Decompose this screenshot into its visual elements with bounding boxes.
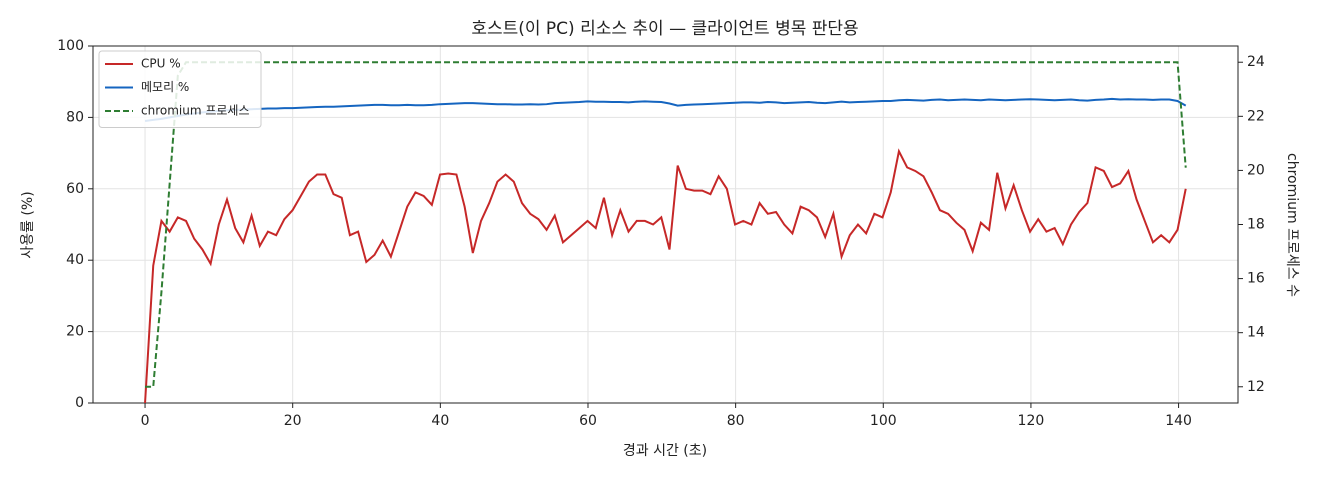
y2-tick-label: 24 <box>1247 54 1265 70</box>
legend-label: 메모리 % <box>141 80 189 94</box>
x-axis-label: 경과 시간 (초) <box>623 443 707 459</box>
y2-axis-label: chromium 프로세스 수 <box>1284 153 1300 297</box>
y-tick-label: 40 <box>66 252 84 268</box>
y-axis-label: 사용률 (%) <box>20 191 36 258</box>
y2-tick-label: 14 <box>1247 325 1265 341</box>
y2-tick-label: 18 <box>1247 217 1265 233</box>
legend-label: CPU % <box>141 57 181 71</box>
x-tick-label: 20 <box>284 413 302 429</box>
x-tick-label: 80 <box>727 413 745 429</box>
x-tick-label: 60 <box>579 413 597 429</box>
x-tick-label: 0 <box>141 413 150 429</box>
y-tick-label: 60 <box>66 181 84 197</box>
y2-tick-label: 16 <box>1247 271 1265 287</box>
y2-tick-label: 22 <box>1247 108 1265 124</box>
y2-tick-label: 12 <box>1247 379 1265 395</box>
x-tick-label: 140 <box>1165 413 1192 429</box>
series-line <box>145 61 1187 388</box>
x-tick-label: 100 <box>870 413 897 429</box>
y-tick-label: 20 <box>66 324 84 340</box>
y-tick-label: 0 <box>75 395 84 411</box>
y-tick-label: 80 <box>66 109 84 125</box>
x-tick-label: 120 <box>1018 413 1045 429</box>
series-line <box>144 148 1187 404</box>
series-line <box>144 97 1187 122</box>
y-tick-label: 100 <box>57 38 84 54</box>
legend-label: chromium 프로세스 <box>141 104 250 118</box>
plot-frame <box>92 45 1239 404</box>
x-tick-label: 40 <box>431 413 449 429</box>
legend-box <box>98 50 262 128</box>
chart-title: 호스트(이 PC) 리소스 추이 — 클라이언트 병목 판단용 <box>471 19 858 39</box>
y2-tick-label: 20 <box>1247 162 1265 178</box>
